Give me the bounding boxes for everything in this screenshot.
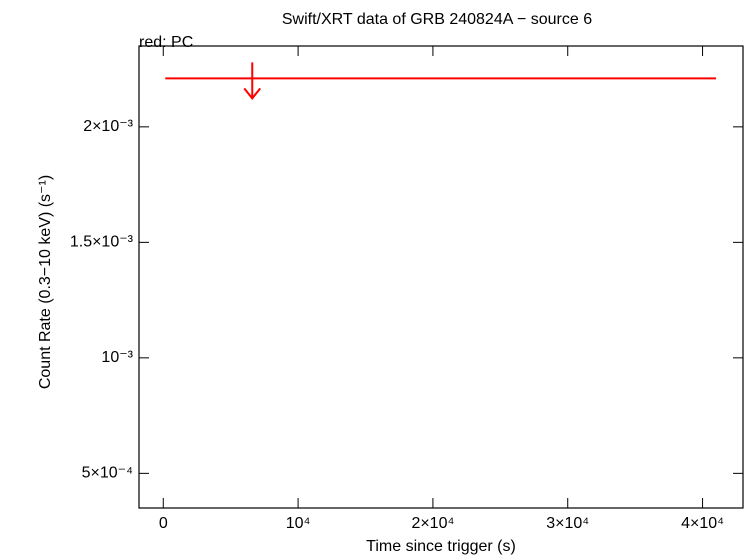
x-tick-label: 3×10⁴ xyxy=(546,515,589,532)
x-tick-label: 4×10⁴ xyxy=(681,515,724,532)
upper-limit-arrow xyxy=(243,62,262,100)
x-tick-label: 0 xyxy=(159,515,168,532)
annotation: red: PC xyxy=(139,34,193,51)
y-tick-label: 10⁻³ xyxy=(101,349,133,366)
x-axis-label: Time since trigger (s) xyxy=(366,538,516,555)
x-tick-label: 2×10⁴ xyxy=(411,515,454,532)
y-tick-label: 1.5×10⁻³ xyxy=(70,234,134,251)
y-tick-label: 5×10⁻⁴ xyxy=(82,465,133,482)
y-tick-label: 2×10⁻³ xyxy=(83,118,133,135)
x-tick-label: 10⁴ xyxy=(286,515,311,532)
chart-title: Swift/XRT data of GRB 240824A − source 6 xyxy=(282,11,592,28)
plot-frame xyxy=(138,45,744,509)
y-axis-label: Count Rate (0.3−10 keV) (s⁻¹) xyxy=(37,175,54,389)
